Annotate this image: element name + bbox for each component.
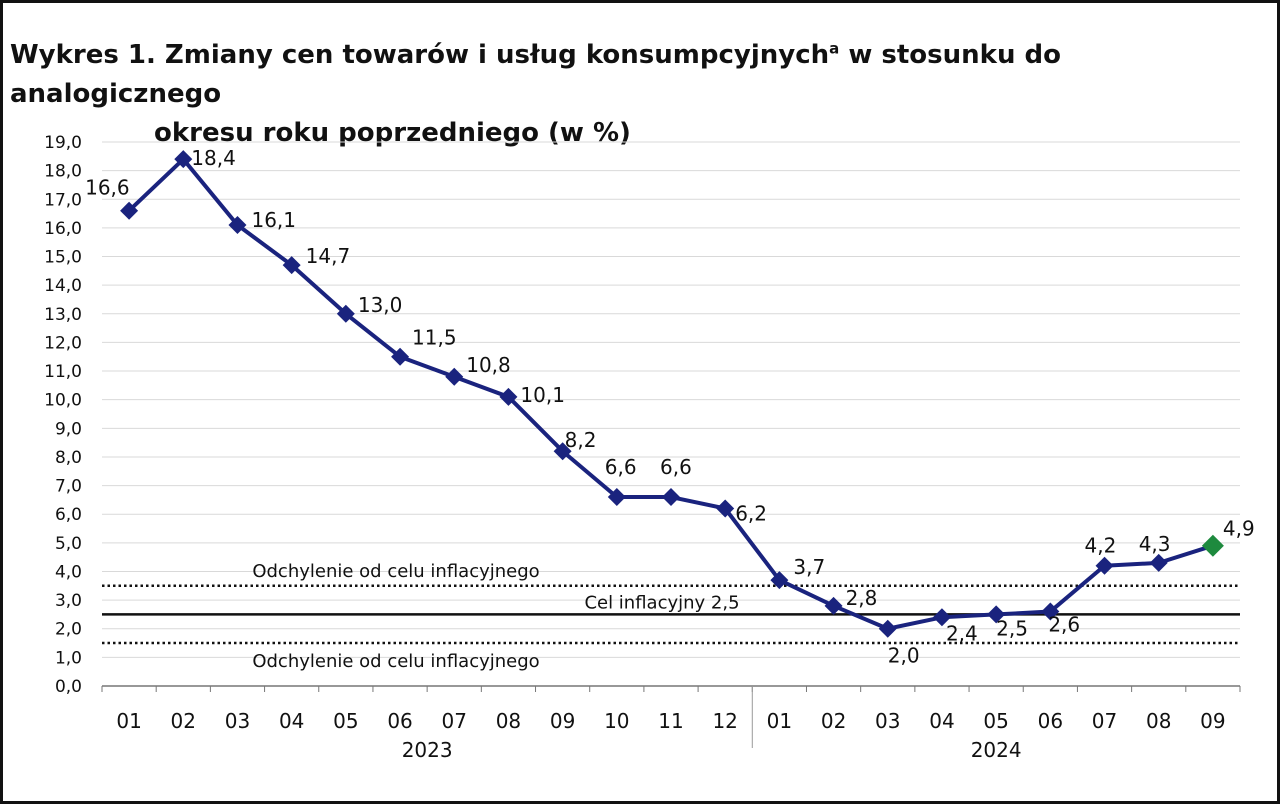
data-label: 6,6 [605,455,637,479]
data-point-marker [499,387,518,406]
data-point-marker [336,304,355,323]
x-tick-label: 07 [442,709,467,733]
data-point-marker [174,150,193,169]
data-point-marker [716,499,735,518]
data-point-marker [282,256,301,275]
data-label: 10,1 [520,383,565,407]
data-label: 2,6 [1048,613,1080,637]
x-tick-label: 01 [116,709,141,733]
data-point-marker [824,596,843,615]
x-tick-label: 03 [875,709,900,733]
x-tick-label: 08 [496,709,521,733]
data-label: 16,6 [85,176,130,200]
title-part2: w stosunku do analogicznego [10,40,1061,109]
x-tick-label: 04 [279,709,304,733]
data-point-marker [932,608,951,627]
data-label: 4,2 [1085,534,1117,558]
data-labels: 16,6 18,4 16,1 14,7 13,0 11,5 10,8 10,18,2 6,6 6,… [85,146,1255,668]
data-label: 8,2 [565,428,597,452]
data-label: 4,9 [1223,517,1255,541]
x-tick-label: 06 [387,709,412,733]
data-point-marker [391,347,410,366]
title-part1: Wykres 1. Zmiany cen towarów i usług kon… [10,40,830,70]
y-tick-label: 0,0 [55,677,82,697]
data-label: 6,2 [735,501,767,525]
data-label: 3,7 [793,555,825,579]
data-point-marker [1041,602,1060,621]
x-tick-label: 02 [171,709,196,733]
y-tick-label: 6,0 [55,505,82,525]
data-point-marker [553,442,572,461]
x-tick-label: 04 [929,709,954,733]
y-tick-label: 1,0 [55,648,82,668]
x-tick-label: 01 [767,709,792,733]
data-label: 14,7 [306,244,351,268]
data-label: 11,5 [412,326,457,350]
axes: 0,0 1,0 2,0 3,0 4,0 5,0 6,0 7,0 8,0 9,0 10,0 11,0 12… [44,133,1241,762]
year-label: 2024 [971,738,1022,762]
y-tick-label: 5,0 [55,534,82,554]
x-tick-label: 11 [658,709,683,733]
data-label: 6,6 [660,455,692,479]
data-series [120,150,1224,638]
data-point-marker [1201,534,1224,557]
data-point-marker [120,201,139,220]
y-tick-label: 16,0 [44,219,82,239]
y-tick-label: 4,0 [55,562,82,582]
x-tick-label: 07 [1092,709,1117,733]
x-tick-label: 12 [712,709,737,733]
reference-line-label: Odchylenie od celu inflacyjnego [252,561,539,582]
y-tick-label: 15,0 [44,248,82,268]
data-point-marker [878,619,897,638]
y-tick-label: 10,0 [44,391,82,411]
x-tick-label: 05 [983,709,1008,733]
data-label: 2,8 [846,586,878,610]
y-tick-label: 8,0 [55,448,82,468]
title-line2: okresu roku poprzedniego (w %) [154,118,631,148]
y-tick-label: 17,0 [44,190,82,210]
data-label: 4,3 [1139,532,1171,556]
x-tick-label: 08 [1146,709,1171,733]
data-point-marker [662,488,680,507]
x-tick-label: 09 [1200,709,1225,733]
data-point-marker [770,571,789,590]
chart-title: Wykres 1. Zmiany cen towarów i usług kon… [10,36,1260,153]
data-label: 2,5 [996,616,1028,640]
reference-line-label: Odchylenie od celu inflacyjnego [252,651,539,672]
data-label: 2,4 [946,621,978,645]
data-point-marker [1149,553,1168,572]
x-tick-label: 06 [1038,709,1063,733]
year-label: 2023 [402,738,453,762]
y-tick-label: 12,0 [44,333,82,353]
y-tick-label: 11,0 [44,362,82,382]
y-tick-label: 2,0 [55,620,82,640]
x-tick-label: 10 [604,709,629,733]
data-label: 10,8 [466,353,511,377]
x-tick-label: 09 [550,709,575,733]
x-tick-label: 05 [333,709,358,733]
y-tick-label: 3,0 [55,591,82,611]
data-point-marker [1095,556,1114,575]
title-superscript: a [829,39,840,58]
x-tick-label: 03 [225,709,250,733]
y-tick-label: 7,0 [55,477,82,497]
data-label: 13,0 [358,293,403,317]
data-point-marker [228,216,247,235]
y-tick-label: 19,0 [44,133,82,153]
x-tick-label: 02 [821,709,846,733]
y-tick-label: 18,0 [44,162,82,182]
data-point-marker [987,605,1006,624]
data-label: 16,1 [251,208,296,232]
y-tick-label: 9,0 [55,419,82,439]
y-tick-label: 13,0 [44,305,82,325]
data-label: 2,0 [888,644,920,668]
gridlines [102,141,1240,658]
data-point-marker [607,488,626,507]
reference-line-label: Cel inflacyjny 2,5 [584,592,739,613]
data-label: 18,4 [191,146,236,170]
y-tick-label: 14,0 [44,276,82,296]
data-point-marker [445,367,464,386]
